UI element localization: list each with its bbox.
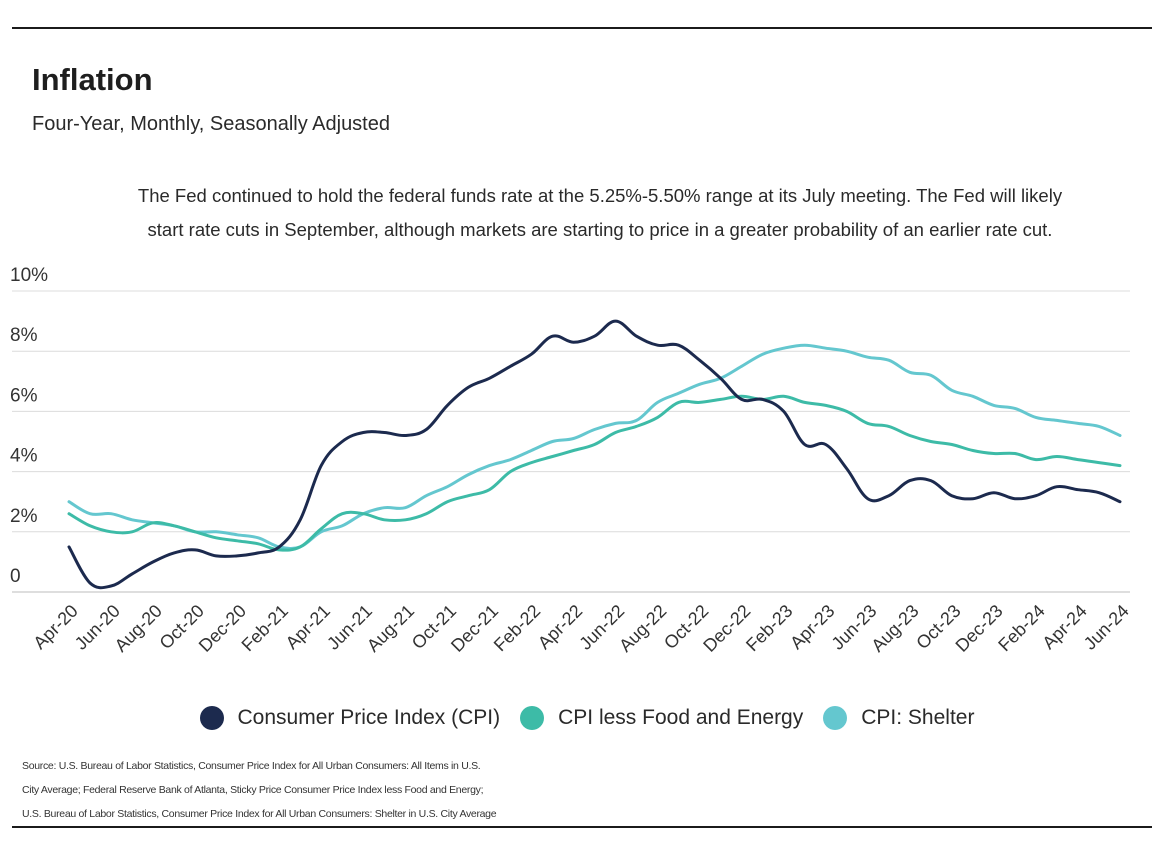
x-tick-label: Aug-23 [867, 601, 922, 656]
y-tick-label: 0 [10, 566, 21, 587]
series-line-cpi [67, 319, 1122, 590]
series-line-core-cpi [67, 394, 1122, 552]
line-chart: 02%4%6%8%10%Apr-20Jun-20Aug-20Oct-20Dec-… [10, 265, 1133, 656]
top-rule [12, 27, 1152, 29]
source-line-3: U.S. Bureau of Labor Statistics, Consume… [22, 808, 497, 820]
chart-legend: Consumer Price Index (CPI) CPI less Food … [0, 706, 1174, 730]
x-tick-label: Apr-23 [786, 601, 838, 653]
x-tick-label: Dec-23 [952, 601, 1007, 656]
x-tick-label: Aug-20 [111, 601, 166, 656]
x-tick-label: Apr-21 [282, 601, 334, 653]
source-note: Source: U.S. Bureau of Labor Statistics,… [22, 754, 497, 826]
y-tick-label: 10% [10, 265, 48, 286]
source-line-2: City Average; Federal Reserve Bank of At… [22, 784, 484, 796]
series-line-shelter [67, 343, 1122, 551]
note-line-2: start rate cuts in September, although m… [147, 219, 1053, 240]
x-tick-label: Dec-22 [699, 601, 754, 656]
source-line-1: Source: U.S. Bureau of Labor Statistics,… [22, 760, 481, 772]
legend-swatch [823, 706, 848, 730]
legend-item: Consumer Price Index (CPI) [199, 706, 501, 730]
x-tick-label: Feb-24 [994, 601, 1048, 655]
x-tick-label: Feb-21 [238, 601, 292, 655]
legend-label: Consumer Price Index (CPI) [237, 706, 501, 729]
legend-item: CPI less Food and Energy [520, 706, 803, 730]
y-tick-label: 6% [10, 385, 38, 406]
y-tick-label: 8% [10, 325, 38, 346]
x-tick-label: Dec-21 [447, 601, 502, 656]
chart-note: The Fed continued to hold the federal fu… [100, 179, 1100, 247]
legend-label: CPI: Shelter [861, 706, 975, 729]
x-tick-label: Apr-20 [29, 601, 81, 653]
y-tick-label: 2% [10, 506, 38, 527]
x-tick-label: Dec-20 [195, 601, 250, 656]
legend-swatch [520, 706, 545, 730]
legend-swatch [199, 706, 224, 730]
legend-item: CPI: Shelter [823, 706, 974, 730]
chart-subtitle: Four-Year, Monthly, Seasonally Adjusted [32, 113, 390, 135]
x-tick-label: Jun-24 [1080, 601, 1133, 654]
x-tick-label: Feb-22 [490, 601, 544, 655]
note-line-1: The Fed continued to hold the federal fu… [137, 185, 1063, 206]
y-tick-label: 4% [10, 446, 38, 467]
x-tick-label: Apr-24 [1038, 601, 1090, 653]
chart-title: Inflation [32, 62, 153, 97]
x-tick-label: Aug-22 [615, 601, 670, 656]
legend-label: CPI less Food and Energy [558, 706, 804, 729]
x-tick-label: Feb-23 [742, 601, 796, 655]
x-tick-label: Apr-22 [534, 601, 586, 653]
x-tick-label: Aug-21 [363, 601, 418, 656]
bottom-rule [12, 826, 1152, 828]
